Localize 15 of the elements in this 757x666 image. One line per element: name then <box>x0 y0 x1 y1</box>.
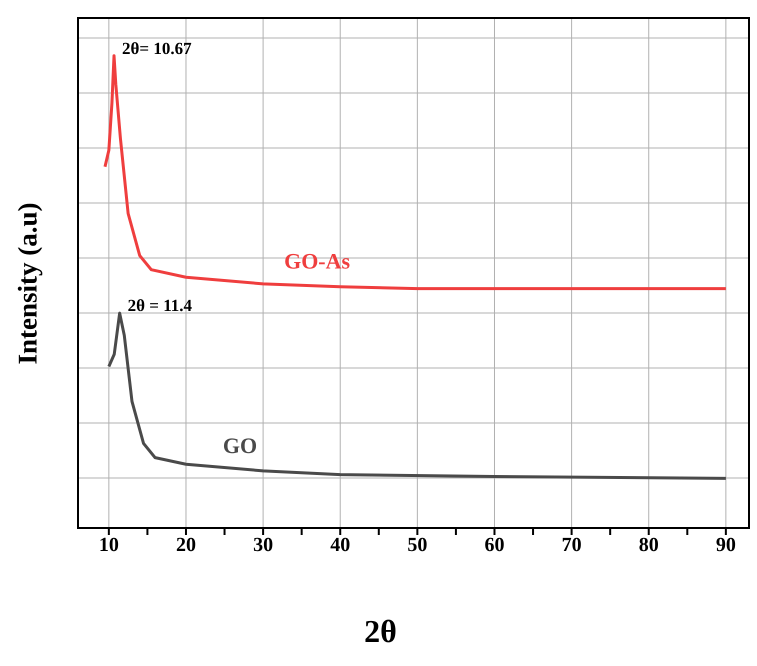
x-tick-label: 30 <box>253 534 274 556</box>
x-tick-label: 20 <box>176 534 196 556</box>
x-tick-label: 10 <box>98 534 119 556</box>
series-label: GO <box>222 432 258 458</box>
x-tick-label: 90 <box>716 534 736 556</box>
series-label: GO-As <box>284 248 351 274</box>
x-tick-label: 80 <box>638 534 659 556</box>
annotation: 2θ= 10.67 <box>122 38 192 58</box>
x-tick-label: 50 <box>407 534 428 556</box>
annotation: 2θ = 11.4 <box>128 296 193 316</box>
x-tick-label: 40 <box>330 534 350 556</box>
x-tick-label: 60 <box>484 534 504 556</box>
y-axis-title: Intensity (a.u) <box>12 202 44 367</box>
x-tick-label: 70 <box>562 534 582 556</box>
x-axis-title: 2θ <box>363 613 398 650</box>
